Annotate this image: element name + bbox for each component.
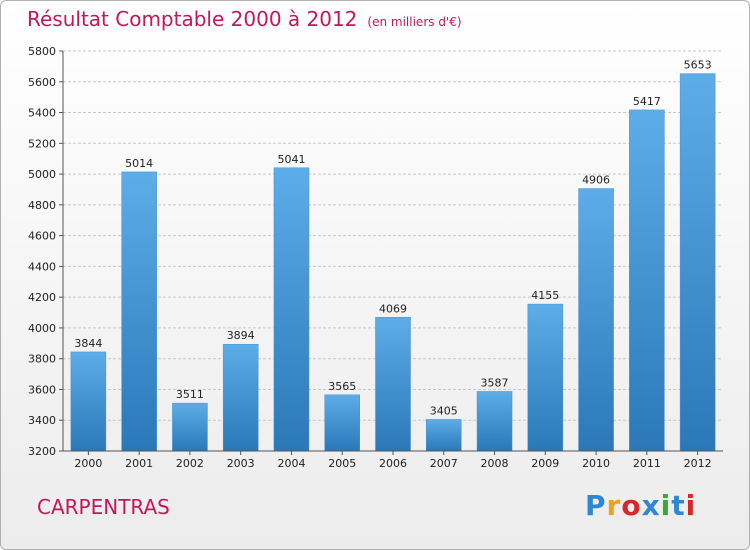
value-label-2004: 5041 (277, 153, 305, 166)
y-tick-label: 5400 (28, 107, 56, 120)
bar-2001 (121, 171, 157, 452)
value-label-2001: 5014 (125, 157, 153, 170)
x-tick-label-2000: 2000 (74, 457, 102, 470)
chart-title: Résultat Comptable 2000 à 2012 (en millie… (27, 7, 462, 31)
bar-2000 (70, 351, 107, 452)
bar-2002 (172, 402, 208, 452)
chart-subtitle: (en milliers d'€) (367, 15, 462, 29)
bar-2010 (578, 188, 614, 452)
bar-2007 (426, 419, 462, 452)
y-tick-label: 4000 (28, 322, 56, 335)
value-label-2009: 4155 (531, 289, 559, 302)
x-tick-label-2002: 2002 (176, 457, 204, 470)
y-tick-label: 5200 (28, 137, 56, 150)
x-tick-label-2006: 2006 (379, 457, 407, 470)
value-label-2012: 5653 (684, 59, 712, 72)
value-label-2005: 3565 (328, 380, 356, 393)
x-tick-label-2005: 2005 (328, 457, 356, 470)
logo-letter: i (685, 489, 697, 522)
value-label-2003: 3894 (227, 329, 255, 342)
x-tick-label-2003: 2003 (227, 457, 255, 470)
value-label-2010: 4906 (582, 174, 610, 187)
logo-letter: x (641, 489, 661, 522)
x-tick-label-2001: 2001 (125, 457, 153, 470)
value-label-2011: 5417 (633, 95, 661, 108)
x-tick-label-2009: 2009 (531, 457, 559, 470)
logo-letter: o (621, 489, 642, 522)
x-tick-label-2011: 2011 (633, 457, 661, 470)
y-tick-label: 3600 (28, 383, 56, 396)
value-label-2007: 3405 (430, 404, 458, 417)
y-tick-label: 5800 (28, 45, 56, 58)
logo-letter: i (660, 489, 672, 522)
value-label-2000: 3844 (74, 337, 102, 350)
y-tick-label: 4800 (28, 199, 56, 212)
bar-2003 (222, 343, 259, 452)
bar-2005 (324, 394, 360, 452)
logo-letter: t (671, 489, 686, 522)
y-tick-label: 3400 (28, 414, 56, 427)
bar-2004 (273, 167, 310, 452)
bar-2009 (527, 303, 564, 452)
x-tick-label-2008: 2008 (481, 457, 509, 470)
x-tick-label-2004: 2004 (277, 457, 305, 470)
bar-2011 (629, 109, 665, 452)
y-tick-label: 5000 (28, 168, 56, 181)
value-label-2008: 3587 (481, 376, 509, 389)
proxiti-logo: Proxiti (585, 489, 696, 522)
y-tick-label: 4400 (28, 260, 56, 273)
value-label-2002: 3511 (176, 388, 204, 401)
bar-2006 (375, 317, 411, 452)
logo-letter: r (606, 489, 622, 522)
bar-2008 (476, 391, 513, 452)
y-tick-label: 4600 (28, 230, 56, 243)
logo-letter: P (585, 489, 607, 522)
chart-title-text: Résultat Comptable 2000 à 2012 (27, 7, 358, 31)
y-tick-label: 5600 (28, 76, 56, 89)
x-tick-label-2007: 2007 (430, 457, 458, 470)
bar-2012 (679, 73, 716, 452)
x-tick-label-2012: 2012 (684, 457, 712, 470)
y-tick-label: 3200 (28, 445, 56, 458)
y-tick-label: 3800 (28, 353, 56, 366)
x-tick-label-2010: 2010 (582, 457, 610, 470)
value-label-2006: 4069 (379, 302, 407, 315)
y-tick-label: 4200 (28, 291, 56, 304)
city-name: CARPENTRAS (37, 495, 170, 519)
